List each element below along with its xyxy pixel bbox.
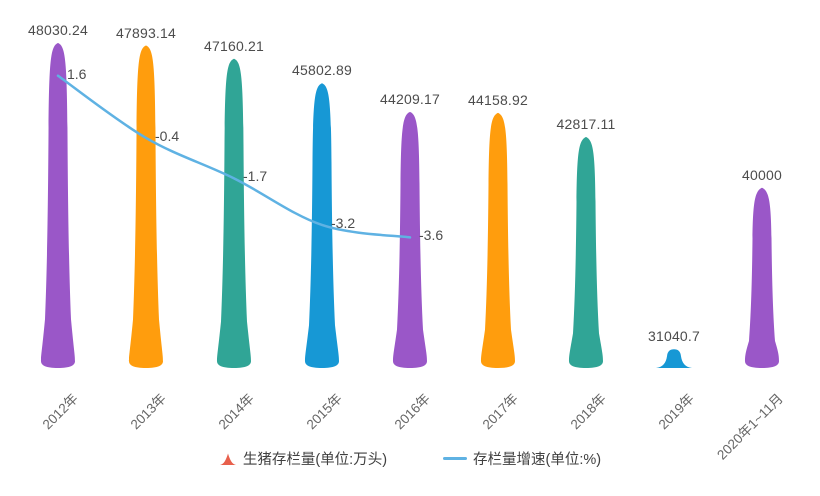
bar-2019年[interactable]: [656, 349, 692, 368]
bar-2012年[interactable]: [41, 43, 75, 368]
legend-label-growth: 存栏量增速(单位:%): [473, 452, 602, 468]
mountain-icon: [219, 452, 237, 466]
bar-2017年[interactable]: [481, 112, 515, 369]
line-icon: [443, 457, 468, 460]
bar-2014年[interactable]: [217, 58, 251, 368]
bar-2018年[interactable]: [569, 137, 603, 368]
bar-2020年1~11月[interactable]: [745, 187, 779, 368]
bar-2016年[interactable]: [393, 111, 427, 368]
legend: 生猪存栏量(单位:万头) 存栏量增速(单位:%): [0, 448, 820, 469]
legend-item-stock[interactable]: 生猪存栏量(单位:万头): [219, 448, 387, 469]
legend-label-stock: 生猪存栏量(单位:万头): [242, 452, 388, 468]
bar-2013年[interactable]: [129, 45, 163, 369]
legend-item-growth[interactable]: 存栏量增速(单位:%): [443, 448, 601, 469]
growth-rate-line[interactable]: [56, 74, 412, 239]
